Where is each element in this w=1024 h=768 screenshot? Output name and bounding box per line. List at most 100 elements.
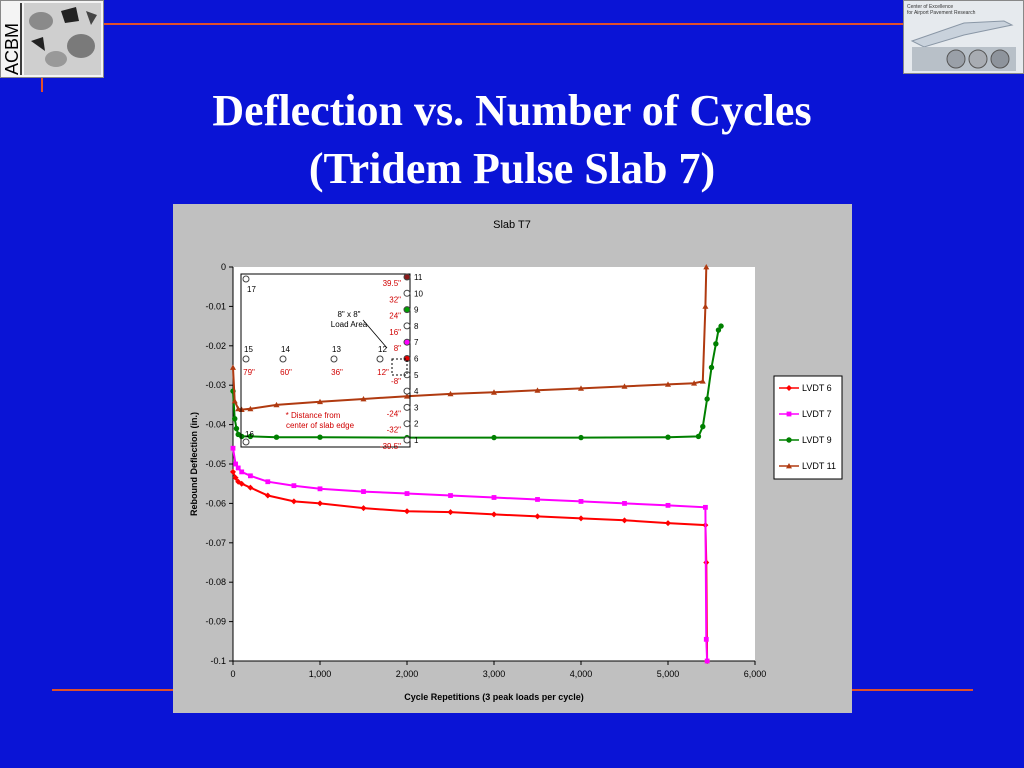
sensor-4-label: 4 xyxy=(414,387,419,396)
data-point-lvdt-7 xyxy=(665,502,671,508)
data-point-lvdt-11 xyxy=(534,387,541,393)
series-lvdt-6 xyxy=(230,468,711,664)
sensor-distance: -24" xyxy=(387,409,402,418)
y-axis-label: Rebound Deflection (in.) xyxy=(189,412,199,516)
y-tick-label: -0.1 xyxy=(210,656,226,666)
y-tick-label: -0.08 xyxy=(205,577,226,587)
slide-title: Deflection vs. Number of Cycles (Tridem … xyxy=(80,82,944,198)
y-tick-label: -0.07 xyxy=(205,538,226,548)
y-tick-label: -0.01 xyxy=(205,301,226,311)
series-lvdt-11 xyxy=(230,264,710,413)
logo-left-text: ACBM xyxy=(2,23,22,75)
sensor-2-marker xyxy=(403,420,411,428)
data-point-lvdt-11 xyxy=(317,398,323,405)
data-point-lvdt-11 xyxy=(491,389,497,395)
data-point-lvdt-9 xyxy=(578,434,584,441)
data-point-lvdt-11 xyxy=(273,401,280,408)
data-point-lvdt-7 xyxy=(491,495,497,500)
deflection-chart: Slab T7 Cycle Repetitions (3 peak loads … xyxy=(189,219,843,702)
data-point-lvdt-6 xyxy=(247,484,254,491)
slide-title-line2: (Tridem Pulse Slab 7) xyxy=(308,144,716,193)
data-point-lvdt-11 xyxy=(360,395,367,402)
data-point-lvdt-6 xyxy=(447,509,454,516)
x-tick-label: 5,000 xyxy=(657,669,680,679)
legend-label: LVDT 6 xyxy=(802,383,832,393)
data-point-lvdt-7 xyxy=(622,501,627,506)
sensor-7-label: 7 xyxy=(414,338,419,347)
data-point-lvdt-9 xyxy=(708,364,715,371)
data-point-lvdt-6 xyxy=(317,500,323,507)
y-tick-label: -0.03 xyxy=(205,380,226,390)
data-point-lvdt-11 xyxy=(235,405,242,412)
sensor-17-marker xyxy=(242,275,250,283)
data-point-lvdt-9 xyxy=(718,323,724,329)
data-point-lvdt-7 xyxy=(404,491,410,496)
sensor-14-label: 14 xyxy=(281,345,290,354)
data-point-lvdt-9 xyxy=(232,415,238,422)
slab-outline xyxy=(240,273,411,448)
sensor-5-label: 5 xyxy=(414,371,419,380)
data-point-lvdt-9 xyxy=(704,396,710,402)
data-point-lvdt-7 xyxy=(704,658,710,664)
load-area-label-line2: Load Area xyxy=(331,320,368,329)
sensor-distance: -32" xyxy=(387,426,402,435)
load-area-pointer xyxy=(362,319,388,349)
sensor-11-label: 11 xyxy=(414,273,423,282)
sensor-distance: 12" xyxy=(377,368,389,377)
data-point-lvdt-6 xyxy=(404,508,410,515)
data-point-lvdt-11 xyxy=(702,303,709,309)
data-point-lvdt-9 xyxy=(695,433,702,440)
sensor-16-label: 16 xyxy=(245,430,254,439)
sensor-4-marker xyxy=(403,387,411,395)
slide-title-line1: Deflection vs. Number of Cycles xyxy=(212,86,812,135)
sensor-distance: 24" xyxy=(389,312,401,321)
data-point-lvdt-11 xyxy=(665,381,671,387)
y-tick-label: 0 xyxy=(221,262,226,272)
y-tick-label: -0.04 xyxy=(205,420,226,430)
logo-left-tick xyxy=(41,78,43,92)
data-point-lvdt-9 xyxy=(713,341,719,347)
data-point-lvdt-6 xyxy=(665,520,671,527)
y-tick-label: -0.09 xyxy=(205,617,226,627)
data-point-lvdt-6 xyxy=(491,511,497,518)
sensor-8-marker xyxy=(403,322,411,330)
legend-label: LVDT 9 xyxy=(802,435,832,445)
data-point-lvdt-7 xyxy=(239,469,245,475)
data-point-lvdt-7 xyxy=(578,499,584,504)
sensor-13-label: 13 xyxy=(332,345,341,354)
sensor-distance: -39.5" xyxy=(380,442,401,451)
legend-box xyxy=(773,375,843,480)
sensor-14-marker xyxy=(279,355,287,363)
sensor-2-label: 2 xyxy=(414,420,419,429)
plot-area xyxy=(233,267,755,661)
sensor-distance: 79" xyxy=(243,368,255,377)
data-point-lvdt-9 xyxy=(247,433,254,440)
data-point-lvdt-11 xyxy=(447,390,454,397)
x-tick-label: 4,000 xyxy=(570,669,593,679)
sensor-distance: 8" xyxy=(394,344,401,353)
distance-note-line2: center of slab edge xyxy=(286,421,355,430)
data-point-lvdt-9 xyxy=(239,433,245,440)
sensor-7-marker xyxy=(403,338,411,346)
legend-marker xyxy=(786,437,792,443)
distance-note-line1: * Distance from xyxy=(286,411,341,420)
data-point-lvdt-7 xyxy=(535,497,540,502)
sensor-8-label: 8 xyxy=(414,322,419,331)
data-point-lvdt-7 xyxy=(703,636,709,642)
data-point-lvdt-11 xyxy=(230,364,236,370)
data-point-lvdt-11 xyxy=(404,393,410,399)
data-point-lvdt-6 xyxy=(232,474,239,481)
top-rule xyxy=(104,23,904,25)
sensor-distance: 39.5" xyxy=(383,279,402,288)
sensor-12-marker xyxy=(376,355,384,363)
sensor-distance: 60" xyxy=(280,368,292,377)
data-point-lvdt-11 xyxy=(578,385,584,391)
data-point-lvdt-11 xyxy=(703,264,710,270)
chart-title: Slab T7 xyxy=(493,219,531,231)
sensor-9-marker xyxy=(403,306,411,314)
sensor-9-label: 9 xyxy=(414,306,419,315)
data-point-lvdt-7 xyxy=(448,493,453,498)
data-point-lvdt-6 xyxy=(290,498,297,505)
load-area-box xyxy=(391,358,408,376)
data-point-lvdt-9 xyxy=(491,434,497,441)
